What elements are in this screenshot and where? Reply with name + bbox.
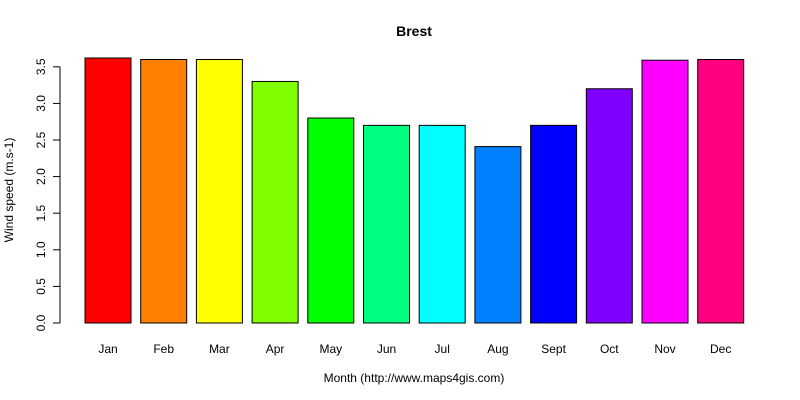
y-tick-label: 3.5 — [34, 58, 48, 75]
x-tick-label: Oct — [600, 342, 619, 356]
bar-jun — [363, 124, 410, 324]
y-tick-label: 0.5 — [34, 278, 48, 295]
x-tick-label: Nov — [654, 342, 675, 356]
x-tick-label: Dec — [710, 342, 731, 356]
bar-nov — [641, 59, 689, 324]
bar-dec — [697, 58, 745, 324]
bar-oct — [585, 88, 633, 324]
x-tick-label: Jun — [377, 342, 396, 356]
y-axis: 0.0 0.5 1.0 1.5 2.0 2.5 3.0 3.5 — [34, 58, 61, 331]
bar-feb — [140, 58, 188, 324]
y-tick-label: 2.5 — [34, 131, 48, 148]
x-tick-labels: Jan Feb Mar Apr May Jun Jul Aug Sept Oct Nov Dec — [98, 342, 731, 356]
bar-may — [307, 117, 355, 324]
bar-aug — [474, 146, 522, 324]
x-tick-label: Jan — [98, 342, 117, 356]
x-tick-label: Apr — [266, 342, 285, 356]
y-tick-label: 1.5 — [34, 205, 48, 222]
x-tick-label: Mar — [209, 342, 230, 356]
chart-title: Brest — [396, 23, 432, 39]
bar-sept — [530, 124, 578, 324]
x-tick-label: May — [319, 342, 342, 356]
x-tick-label: Sept — [541, 342, 566, 356]
bar-apr — [251, 80, 299, 324]
y-tick-label: 1.0 — [34, 241, 48, 258]
y-tick-label: 3.0 — [34, 95, 48, 112]
bar-jul — [418, 124, 466, 324]
x-tick-label: Aug — [487, 342, 508, 356]
x-axis-label: Month (http://www.maps4gis.com) — [324, 371, 505, 385]
bar-jan — [84, 57, 132, 324]
y-axis-label: Wind speed (m.s-1) — [2, 138, 16, 243]
y-tick-label: 0.0 — [34, 314, 48, 331]
bar-mar — [195, 58, 243, 324]
y-tick-label: 2.0 — [34, 168, 48, 185]
x-tick-label: Jul — [435, 342, 450, 356]
bars — [84, 57, 745, 324]
x-tick-label: Feb — [153, 342, 174, 356]
